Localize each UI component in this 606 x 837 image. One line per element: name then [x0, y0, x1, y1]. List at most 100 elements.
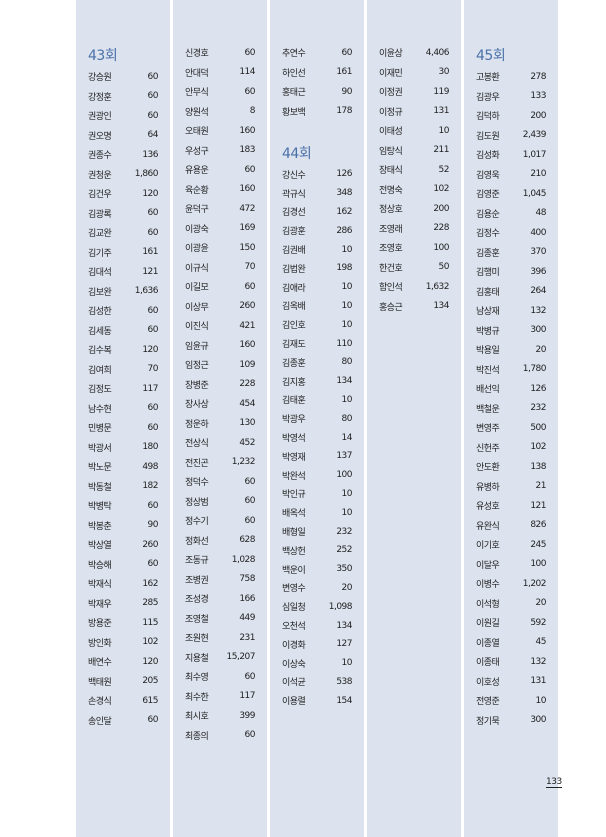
donation-amount: 15,207: [226, 652, 256, 663]
donor-name: 이상숙: [282, 659, 306, 670]
donation-amount: 60: [147, 325, 159, 336]
donation-amount: 198: [336, 263, 352, 274]
list-item: 심일청 1,098: [282, 597, 353, 616]
donation-amount: 500: [530, 422, 546, 433]
list-item: 남상재 132: [476, 301, 546, 321]
list-item: 이호성 131: [476, 672, 546, 692]
list-item: 김영준 1,045: [476, 184, 547, 204]
donation-amount: 1,232: [231, 457, 256, 468]
list-item: 이길모 60: [185, 277, 256, 297]
list-item: 박승해 60: [88, 555, 159, 575]
donor-name: 정수기: [185, 517, 209, 528]
donation-amount: 10: [341, 319, 353, 330]
list-item: 박영석 14: [282, 428, 353, 447]
donor-name: 이재민: [379, 68, 403, 79]
list-item: 이기호 245: [476, 535, 546, 555]
donor-name: 조성경: [185, 595, 209, 606]
donor-name: 방인화: [88, 638, 112, 649]
donor-name: 장사상: [185, 400, 209, 411]
donation-amount: 10: [341, 300, 353, 311]
donor-name: 이윤상: [379, 49, 403, 60]
donor-name: 변영주: [476, 424, 500, 435]
donor-name: 전영준: [476, 697, 500, 708]
donor-name: 김수복: [88, 346, 112, 357]
donor-name: 박광우: [282, 415, 306, 426]
donor-name: 김옥배: [282, 302, 306, 313]
donor-name: 임정근: [185, 361, 209, 372]
donor-name: 양원석: [185, 107, 209, 118]
list-item: 송인달 60: [88, 711, 159, 731]
list-item: 임탕식 211: [379, 141, 449, 161]
list-item: 정운하 130: [185, 414, 255, 434]
donor-name: 이정규: [379, 107, 403, 118]
list-item: 김지홍 134: [282, 372, 352, 391]
donor-name: 신경호: [185, 49, 209, 60]
donation-amount: 210: [530, 169, 546, 180]
donor-name: 이달우: [476, 560, 500, 571]
donor-name: 이진식: [185, 322, 209, 333]
list-item: 유병하 21: [476, 477, 547, 497]
list-item: 박재식 162: [88, 574, 158, 594]
donation-amount: 1,632: [425, 281, 450, 292]
donation-amount: 60: [341, 47, 353, 58]
list-item: 강신수 126: [282, 165, 352, 184]
donation-amount: 252: [336, 545, 352, 556]
donor-name: 이병수: [476, 580, 500, 591]
donation-amount: 10: [341, 488, 353, 499]
list-item: 김종훈 370: [476, 243, 546, 263]
list-item: 하인선 161: [282, 63, 352, 83]
list-item: 박재우 285: [88, 594, 158, 614]
donor-name: 심일청: [282, 603, 306, 614]
donor-name: 김권배: [282, 246, 306, 257]
list-item: 정기묵 300: [476, 711, 546, 731]
list-item: 임윤규 160: [185, 336, 255, 356]
list-item: 김옥배 10: [282, 297, 353, 316]
donor-name: 배옥석: [282, 509, 306, 520]
donor-name: 김경선: [282, 208, 306, 219]
list-item: 백철운 232: [476, 399, 546, 419]
list-item: 정상호 200: [379, 199, 449, 219]
donation-amount: 60: [147, 305, 159, 316]
donation-amount: 134: [433, 301, 449, 312]
donation-amount: 1,636: [134, 286, 159, 297]
donation-amount: 114: [239, 67, 255, 78]
list-item: 김법완 198: [282, 259, 352, 278]
donor-name: 박병탁: [88, 502, 112, 513]
list-item: 안무식 60: [185, 82, 256, 102]
list-item: 김용순 48: [476, 204, 547, 224]
donor-name: 권종수: [88, 151, 112, 162]
donation-amount: 131: [530, 676, 546, 687]
donor-name: 강승원: [88, 73, 112, 84]
list-item: 방용준 115: [88, 613, 158, 633]
donor-name: 유성호: [476, 502, 500, 513]
column-5: 45회 고봉환 278 김광우 133 김덕하 200 김도원 2,439 김성화 1,017 김영…: [464, 0, 558, 837]
donor-name: 이석균: [282, 678, 306, 689]
list-item: 김건우 120: [88, 184, 158, 204]
donor-name: 김대석: [88, 268, 112, 279]
list-item: 권청운 1,860: [88, 165, 159, 185]
list-item: 백태원 205: [88, 672, 158, 692]
donation-amount: 126: [336, 169, 352, 180]
donation-amount: 48: [535, 208, 547, 219]
list-item: 오태원 160: [185, 121, 255, 141]
list-item: 김애라 10: [282, 278, 353, 297]
donor-name: 정운하: [185, 419, 209, 430]
donation-amount: 205: [142, 676, 158, 687]
donor-name: 하인선: [282, 68, 306, 79]
donation-amount: 350: [336, 564, 352, 575]
donor-name: 정화선: [185, 536, 209, 547]
list-item: 배연수 120: [88, 652, 158, 672]
page-number: 133: [546, 777, 562, 788]
donation-amount: 160: [239, 184, 255, 195]
donor-name: 이석형: [476, 599, 500, 610]
column-1: 43회 강승원 60 강정훈 60 권광인 60 권오명 64 권종수 136 권청운 1,860 김건…: [76, 0, 170, 837]
list-item: 김여희 70: [88, 360, 159, 380]
list-item: 임정근 109: [185, 355, 255, 375]
list-item: 장사상 454: [185, 394, 255, 414]
donor-name: 홍태근: [282, 88, 306, 99]
donor-name: 권오명: [88, 131, 112, 142]
section-heading-45: 45회: [476, 48, 506, 64]
list-item: 정덕수 60: [185, 472, 256, 492]
donation-amount: 137: [336, 451, 352, 462]
donation-amount: 400: [530, 227, 546, 238]
